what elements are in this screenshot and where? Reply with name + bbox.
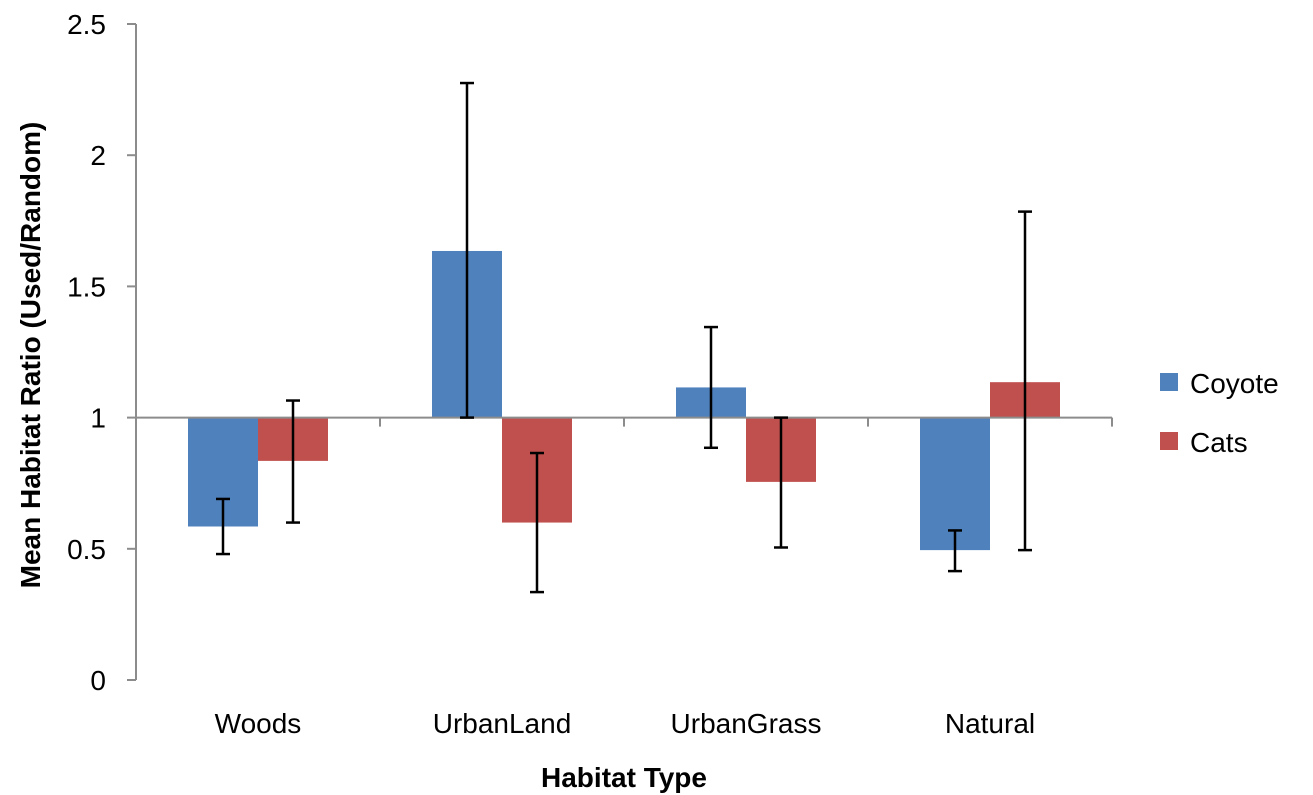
legend: Coyote Cats [1160, 368, 1279, 458]
error-bars [216, 81, 1032, 594]
legend-swatch-coyote [1160, 373, 1178, 391]
y-axis: 0 0.5 1 1.5 2 2.5 [67, 9, 137, 696]
x-tick-label: Natural [945, 708, 1035, 739]
x-axis-labels: Woods UrbanLand UrbanGrass Natural [215, 708, 1035, 739]
bar-coyote-natural [920, 417, 990, 551]
y-tick-label: 1 [90, 403, 106, 434]
baseline-axis [135, 416, 1113, 427]
x-tick-label: Woods [215, 708, 302, 739]
x-tick-label: UrbanLand [433, 708, 572, 739]
x-tick-label: UrbanGrass [671, 708, 822, 739]
legend-swatch-cats [1160, 432, 1178, 450]
y-axis-title: Mean Habitat Ratio (Used/Random) [15, 122, 46, 589]
legend-label-cats: Cats [1190, 427, 1248, 458]
y-tick-label: 0.5 [67, 534, 106, 565]
legend-label-coyote: Coyote [1190, 368, 1279, 399]
y-tick-label: 0 [90, 665, 106, 696]
bars [188, 250, 1060, 551]
y-tick-label: 1.5 [67, 271, 106, 302]
x-axis-title: Habitat Type [541, 762, 707, 793]
y-tick-label: 2 [90, 140, 106, 171]
y-tick-label: 2.5 [67, 9, 106, 40]
